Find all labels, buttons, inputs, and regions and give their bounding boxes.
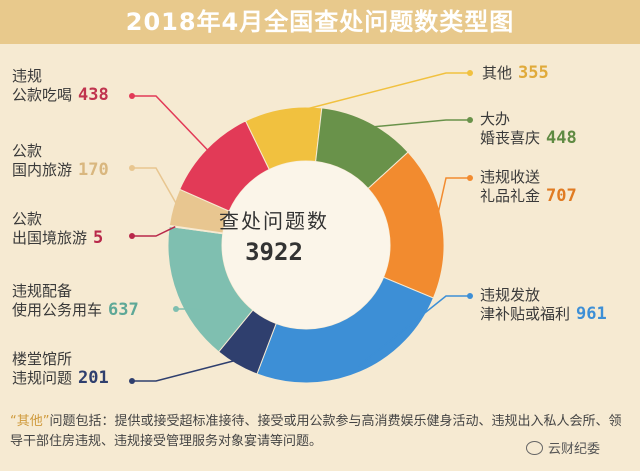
- label-line: 婚丧喜庆: [480, 129, 541, 147]
- leader-line: [132, 226, 176, 237]
- label-line: 津补贴或福利: [480, 305, 571, 323]
- leader-dot: [129, 233, 135, 239]
- label-line: 违规: [12, 67, 43, 85]
- leader-dot: [129, 93, 135, 99]
- label-lipin-lijin: 违规收送 礼品礼金 707: [480, 168, 577, 206]
- label-line: 大办: [480, 110, 511, 128]
- leader-line: [132, 95, 212, 154]
- label-line: 楼堂馆所: [12, 350, 73, 368]
- label-line: 违规配备: [12, 282, 73, 300]
- label-line: 公款吃喝: [12, 86, 73, 104]
- label-qita: 其他 355: [482, 64, 549, 83]
- data-label: 438: [78, 85, 109, 105]
- label-lousuo-guansuo: 楼堂馆所 违规问题 201: [12, 350, 109, 388]
- label-hunsang-xiqing: 大办 婚丧喜庆 448: [480, 110, 577, 148]
- data-label: 170: [78, 160, 109, 180]
- footnote: “其他”问题包括：提供或接受超标准接待、接受或用公款参与高消费娱乐健身活动、违规…: [10, 412, 630, 452]
- data-label: 355: [518, 63, 549, 83]
- leader-dot: [467, 117, 473, 123]
- label-gongwu-yongche: 违规配备 使用公务用车 637: [12, 282, 139, 320]
- leader-dot: [467, 175, 473, 181]
- label-line: 违规收送: [480, 168, 541, 186]
- leader-line: [435, 177, 470, 223]
- label-line: 公款: [12, 210, 43, 228]
- leader-dot: [467, 70, 473, 76]
- watermark: 云财纪委: [526, 438, 600, 457]
- label-line: 使用公务用车: [12, 301, 103, 319]
- leader-dot: [467, 293, 473, 299]
- label-line: 公款: [12, 142, 43, 160]
- label-line: 出国境旅游: [12, 229, 88, 247]
- title-bar: [0, 0, 640, 44]
- leader-line: [357, 295, 470, 367]
- label-gongkuan-chihe: 违规 公款吃喝 438: [12, 67, 109, 105]
- footnote-highlight: “其他”: [10, 414, 50, 429]
- data-label: 201: [78, 368, 109, 388]
- label-line: 国内旅游: [12, 161, 73, 179]
- data-label: 448: [546, 128, 577, 148]
- leader-line: [132, 167, 180, 210]
- leader-dot: [129, 165, 135, 171]
- data-label: 637: [108, 300, 139, 320]
- label-line: 礼品礼金: [480, 187, 541, 205]
- label-chuguojing-lvyou: 公款 出国境旅游 5: [12, 210, 103, 248]
- footnote-text: 问题包括：提供或接受超标准接待、接受或用公款参与高消费娱乐健身活动、违规出入私人…: [10, 414, 622, 449]
- data-label: 961: [576, 304, 607, 324]
- center-total: 3922: [245, 238, 303, 266]
- data-label: 707: [546, 186, 577, 206]
- label-line: 其他: [482, 64, 513, 82]
- leader-line: [132, 358, 241, 382]
- label-line: 违规问题: [12, 369, 73, 387]
- leader-line: [283, 72, 470, 116]
- label-jintie-fuli: 违规发放 津补贴或福利 961: [480, 286, 607, 324]
- label-line: 违规发放: [480, 286, 541, 304]
- watermark-text: 云财纪委: [548, 442, 601, 457]
- chart-title: 2018年4月全国查处问题数类型图: [125, 8, 515, 36]
- leader-line: [366, 119, 470, 129]
- leader-line: [176, 292, 202, 310]
- label-guonei-lvyou: 公款 国内旅游 170: [12, 142, 109, 180]
- leader-dot: [173, 306, 179, 312]
- center-title: 查处问题数: [219, 209, 329, 233]
- wechat-icon: [526, 441, 543, 455]
- donut-hole: [222, 161, 390, 329]
- data-label: 5: [93, 228, 104, 248]
- leader-dot: [129, 378, 135, 384]
